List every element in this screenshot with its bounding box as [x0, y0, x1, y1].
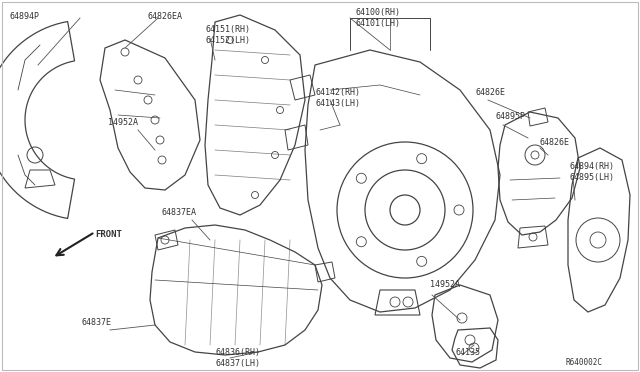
Text: 64895P: 64895P: [496, 112, 526, 121]
Text: 64826E: 64826E: [540, 138, 570, 147]
Text: 64837(LH): 64837(LH): [215, 359, 260, 368]
Text: 64894(RH): 64894(RH): [570, 162, 615, 171]
Text: FRONT: FRONT: [95, 230, 122, 239]
Text: 64826E: 64826E: [475, 88, 505, 97]
Text: 14952A: 14952A: [108, 118, 138, 127]
Text: 64151(RH): 64151(RH): [205, 25, 250, 34]
Text: 64895(LH): 64895(LH): [570, 173, 615, 182]
Text: 64100(RH): 64100(RH): [355, 8, 400, 17]
Text: 64143(LH): 64143(LH): [315, 99, 360, 108]
Text: 14952A: 14952A: [430, 280, 460, 289]
Text: 64101(LH): 64101(LH): [355, 19, 400, 28]
Text: R640002C: R640002C: [565, 358, 602, 367]
Text: 64837EA: 64837EA: [162, 208, 197, 217]
Text: 64836(RH): 64836(RH): [215, 348, 260, 357]
Text: 64837E: 64837E: [82, 318, 112, 327]
Text: 64894P: 64894P: [10, 12, 40, 21]
Text: 64826EA: 64826EA: [148, 12, 183, 21]
Text: 64142(RH): 64142(RH): [315, 88, 360, 97]
Text: 64152(LH): 64152(LH): [205, 36, 250, 45]
Text: 64135: 64135: [455, 348, 480, 357]
